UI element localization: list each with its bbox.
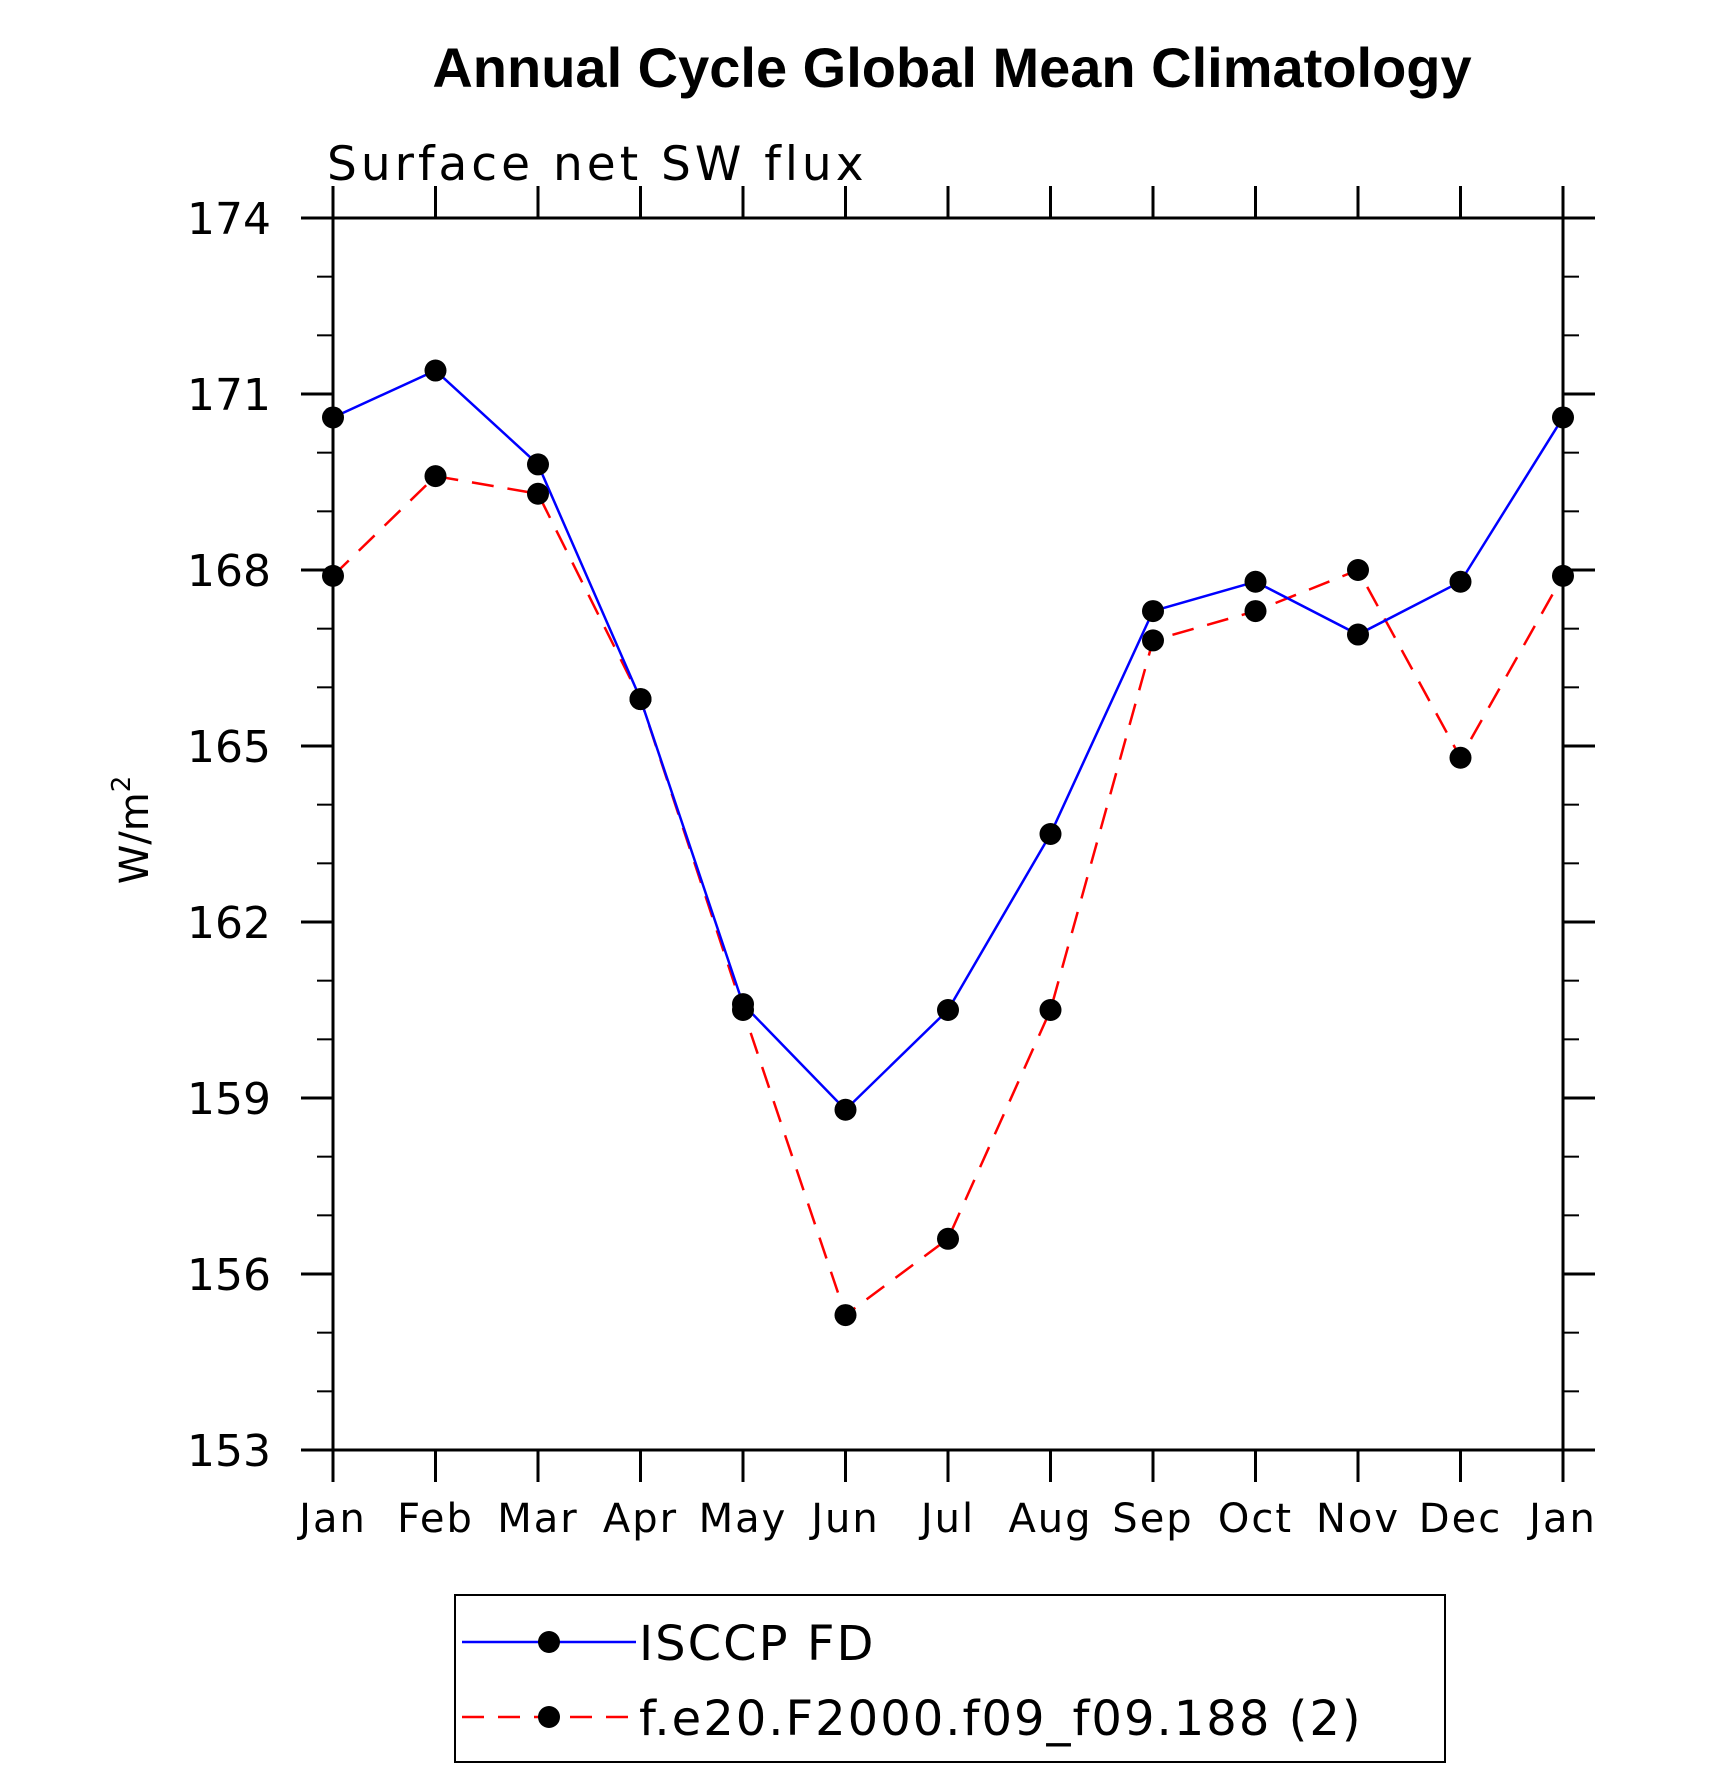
y-tick-label: 153	[187, 1426, 271, 1477]
data-point	[1039, 823, 1062, 845]
plot-frame	[331, 216, 1565, 1452]
data-point	[834, 1304, 857, 1327]
x-tick-label: Jan	[1526, 1496, 1597, 1542]
chart-subtitle: Surface net SW flux	[327, 137, 868, 192]
x-tick-label: Oct	[1218, 1496, 1293, 1542]
y-tick-label: 165	[187, 722, 271, 773]
data-point	[1552, 564, 1574, 587]
x-tick-label: May	[699, 1496, 788, 1542]
y-tick-label: 171	[187, 370, 271, 421]
x-tick-label: Apr	[603, 1496, 678, 1542]
x-tick-label: Nov	[1316, 1496, 1400, 1542]
data-point	[1449, 746, 1472, 769]
x-tick-label: Mar	[497, 1496, 578, 1542]
chart-title: Annual Cycle Global Mean Climatology	[432, 36, 1471, 99]
y-axis-label-superscript: 2	[107, 776, 137, 793]
data-point	[424, 359, 447, 382]
y-tick-label: 159	[187, 1074, 271, 1125]
x-tick-label: Aug	[1008, 1496, 1092, 1542]
y-axis: 153 156 159 162 165 168 171 174	[187, 194, 1595, 1477]
data-point	[1244, 570, 1267, 593]
data-point	[937, 1227, 959, 1250]
x-tick-label: Jun	[808, 1496, 880, 1542]
data-point	[937, 999, 959, 1021]
x-tick-label: Dec	[1419, 1496, 1502, 1542]
data-point	[1142, 600, 1164, 623]
data-point	[1347, 623, 1369, 646]
svg-text:W/m2: W/m2	[107, 776, 158, 885]
data-point	[1039, 999, 1062, 1021]
data-point	[1552, 406, 1574, 429]
data-point	[834, 1098, 857, 1121]
series-line	[332, 369, 1565, 1112]
data-point	[322, 564, 344, 587]
legend-marker	[538, 1706, 560, 1728]
data-point	[527, 453, 549, 476]
y-tick-label: 162	[187, 898, 271, 949]
y-tick-label: 174	[187, 194, 271, 245]
y-tick-label: 168	[187, 546, 271, 597]
data-point	[1347, 559, 1369, 581]
data-point	[424, 465, 447, 488]
x-tick-label: Feb	[397, 1496, 474, 1542]
y-axis-label: W/m2	[107, 776, 158, 885]
legend-label: ISCCP FD	[639, 1616, 875, 1672]
plot-area	[322, 359, 1574, 1327]
y-axis-label-text: W/m	[112, 792, 158, 884]
x-axis: Jan Feb Mar Apr May Jun Jul Aug Sep Oct Nov Dec Jan	[296, 186, 1597, 1542]
legend-label: f.e20.F2000.f09_f09.188 (2)	[639, 1691, 1363, 1747]
x-tick-label: Sep	[1112, 1496, 1193, 1542]
data-point	[322, 406, 344, 429]
data-point	[1142, 629, 1164, 652]
data-point	[527, 482, 549, 505]
legend: ISCCP FD f.e20.F2000.f09_f09.188 (2)	[454, 1594, 1446, 1763]
y-tick-label: 156	[187, 1250, 271, 1301]
legend-frame	[454, 1594, 1446, 1763]
data-point	[629, 688, 652, 711]
series-line	[332, 474, 1565, 1318]
data-point	[1449, 570, 1472, 593]
legend-marker	[538, 1631, 560, 1653]
data-point	[1244, 600, 1267, 623]
x-tick-label: Jan	[296, 1496, 367, 1542]
x-tick-label: Jul	[918, 1496, 975, 1542]
data-point	[732, 999, 754, 1021]
